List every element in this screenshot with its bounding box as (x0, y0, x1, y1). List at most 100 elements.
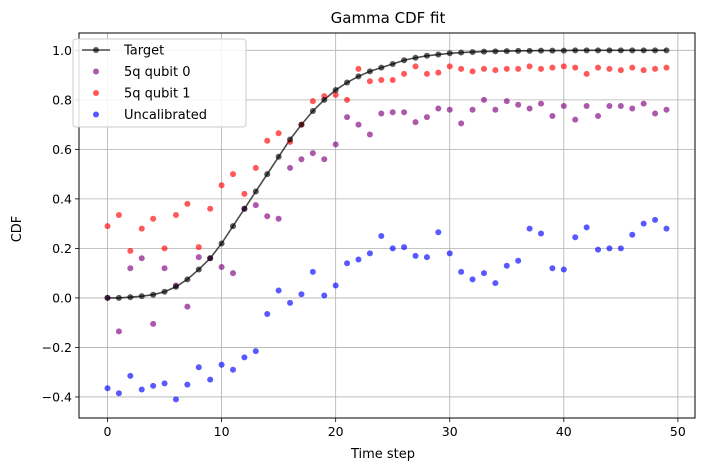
data-point-uncalibrated (663, 225, 670, 232)
legend-label-uncalibrated: Uncalibrated (124, 108, 207, 123)
data-point-5q-qubit-1 (389, 77, 396, 84)
data-point-5q-qubit-0 (572, 116, 579, 123)
data-point-5q-qubit-1 (127, 247, 134, 254)
data-point-uncalibrated (617, 245, 624, 252)
data-point-5q-qubit-0 (503, 98, 510, 105)
data-point-uncalibrated (321, 292, 328, 299)
data-point-target (538, 47, 544, 54)
data-point-target (515, 47, 522, 54)
data-point-5q-qubit-0 (161, 265, 168, 272)
data-point-5q-qubit-1 (663, 64, 670, 71)
data-point-5q-qubit-0 (652, 110, 659, 117)
data-point-uncalibrated (275, 287, 282, 294)
data-point-5q-qubit-1 (652, 65, 659, 72)
data-point-target (344, 79, 351, 86)
data-point-5q-qubit-1 (264, 137, 271, 144)
data-point-5q-qubit-1 (195, 244, 202, 251)
data-point-5q-qubit-0 (115, 328, 122, 335)
data-point-uncalibrated (230, 366, 236, 373)
data-point-target (241, 205, 248, 212)
data-point-uncalibrated (218, 361, 225, 368)
data-point-5q-qubit-0 (492, 106, 499, 113)
data-point-uncalibrated (469, 276, 476, 283)
y-tick-label: −0.4 (42, 389, 72, 404)
data-point-target (435, 51, 442, 58)
data-point-uncalibrated (492, 280, 499, 287)
legend-marker-5q-qubit-0 (93, 68, 99, 75)
data-point-target (321, 96, 328, 103)
data-point-target (127, 294, 134, 301)
axis-ticks: 0 10 20 30 40 50 −0.4 −0.2 0.0 0.2 0.4 0.6 0.8 1.0 (42, 43, 686, 439)
data-point-5q-qubit-1 (378, 77, 385, 84)
data-point-5q-qubit-1 (207, 205, 214, 212)
data-point-5q-qubit-0 (458, 120, 465, 127)
data-point-5q-qubit-1 (241, 190, 248, 197)
data-point-target (549, 47, 556, 54)
data-point-uncalibrated (629, 231, 636, 238)
data-point-target (150, 291, 157, 298)
data-point-5q-qubit-1 (560, 63, 567, 70)
data-point-5q-qubit-1 (469, 68, 476, 75)
data-point-uncalibrated (458, 268, 465, 275)
data-point-target (458, 49, 465, 56)
data-point-5q-qubit-0 (378, 110, 385, 117)
data-point-5q-qubit-1 (344, 96, 351, 103)
data-point-5q-qubit-1 (503, 65, 510, 72)
data-point-uncalibrated (423, 254, 430, 261)
legend-box (72, 38, 247, 128)
legend-marker-5q-qubit-1 (93, 90, 99, 96)
data-point-5q-qubit-0 (560, 103, 567, 110)
legend: Target 5q qubit 0 5q qubit 1 Uncalibrated (72, 38, 247, 128)
data-point-5q-qubit-1 (572, 64, 579, 71)
data-point-uncalibrated (560, 266, 567, 273)
data-point-5q-qubit-1 (480, 65, 487, 72)
legend-label-5q-qubit-0: 5q qubit 0 (124, 65, 191, 80)
data-point-5q-qubit-0 (287, 164, 294, 171)
data-point-5q-qubit-1 (412, 63, 419, 70)
data-point-5q-qubit-0 (150, 320, 157, 327)
data-point-5q-qubit-1 (309, 98, 316, 105)
data-point-5q-qubit-0 (606, 103, 613, 110)
data-point-target (138, 293, 145, 300)
data-point-5q-qubit-1 (218, 182, 225, 189)
data-point-5q-qubit-0 (321, 156, 328, 163)
data-point-5q-qubit-0 (526, 105, 533, 112)
data-point-uncalibrated (378, 233, 385, 240)
data-points (104, 47, 670, 403)
data-point-5q-qubit-0 (264, 213, 271, 220)
data-point-uncalibrated (538, 230, 544, 237)
data-point-target (640, 47, 647, 54)
data-point-5q-qubit-1 (150, 215, 157, 222)
data-point-uncalibrated (366, 250, 373, 257)
data-point-uncalibrated (184, 381, 191, 388)
data-point-target (264, 171, 271, 178)
data-point-5q-qubit-0 (435, 105, 442, 112)
data-point-uncalibrated (389, 245, 396, 252)
data-point-target (663, 47, 670, 54)
data-point-5q-qubit-0 (583, 103, 590, 110)
x-tick-label: 20 (328, 424, 344, 439)
data-point-5q-qubit-1 (401, 70, 408, 77)
data-point-5q-qubit-0 (195, 254, 202, 261)
chart-title: Gamma CDF fit (331, 9, 446, 27)
data-point-5q-qubit-1 (366, 78, 373, 85)
data-point-5q-qubit-1 (115, 211, 122, 218)
data-point-uncalibrated (401, 244, 408, 251)
data-point-5q-qubit-0 (538, 100, 544, 107)
data-point-uncalibrated (503, 262, 510, 269)
data-point-5q-qubit-1 (332, 91, 339, 98)
data-point-uncalibrated (595, 246, 602, 253)
x-tick-label: 10 (214, 424, 230, 439)
data-point-target (492, 48, 499, 55)
x-tick-label: 40 (556, 424, 572, 439)
data-point-target (526, 47, 533, 54)
data-point-5q-qubit-0 (184, 303, 191, 310)
legend-label-target: Target (123, 44, 164, 59)
data-point-target (503, 48, 510, 55)
data-point-target (366, 68, 373, 75)
data-point-5q-qubit-0 (344, 114, 351, 121)
legend-label-5q-qubit-1: 5q qubit 1 (124, 87, 191, 102)
data-point-5q-qubit-1 (549, 64, 556, 71)
data-point-target (595, 47, 602, 54)
